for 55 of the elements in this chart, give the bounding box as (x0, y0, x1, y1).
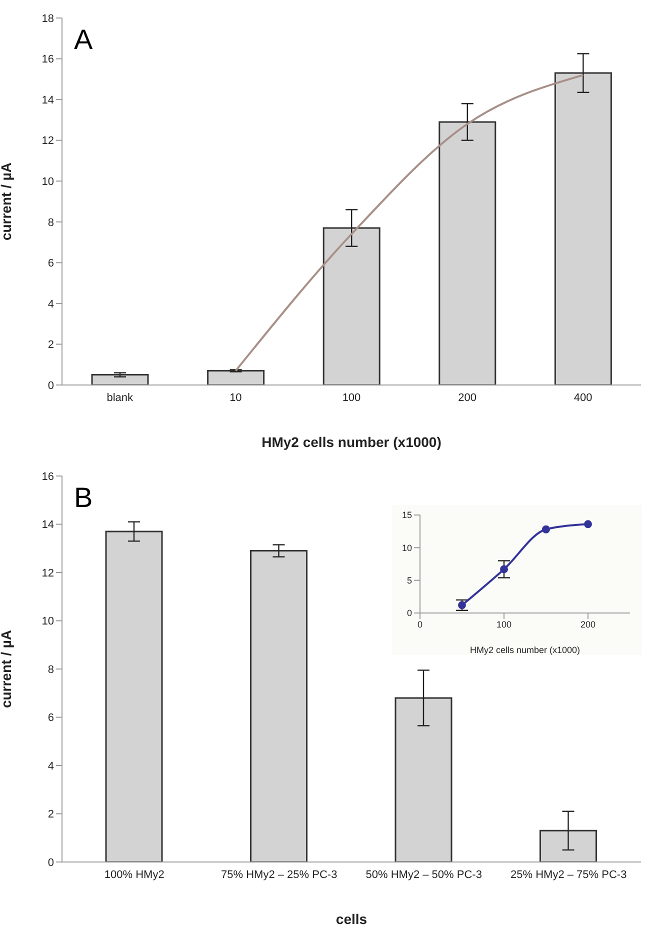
bar (250, 550, 308, 862)
y-tick-label: 6 (48, 258, 54, 270)
y-tick-label: 6 (48, 712, 54, 724)
y-tick-label: 14 (42, 94, 54, 106)
y-tick-label: 8 (48, 664, 54, 676)
bar (540, 830, 597, 862)
x-tick-label: 100% HMy2 (104, 868, 164, 881)
x-tick-label: 25% HMy2 – 75% PC-3 (510, 868, 627, 881)
line-series (234, 74, 584, 372)
y-axis-title: current / µA (0, 630, 14, 708)
bar (105, 530, 163, 862)
y-tick-label: 12 (42, 567, 54, 580)
x-tick-label: 100 (342, 392, 361, 404)
y-tick-label: 2 (48, 808, 54, 821)
point (584, 520, 592, 528)
x-tick-label: 100 (496, 619, 512, 630)
y-tick-label: 10 (402, 542, 412, 553)
x-tick-label: 200 (458, 392, 476, 404)
chart-title: A (74, 24, 93, 56)
x-tick-label: 0 (417, 619, 423, 630)
x-axis-title: HMy2 cells number (x1000) (262, 434, 442, 450)
bar (554, 72, 612, 385)
x-axis-title: cells (336, 911, 368, 927)
x-tick-label: 75% HMy2 – 25% PC-3 (221, 868, 338, 881)
point (500, 565, 508, 574)
x-tick-label: 200 (580, 619, 596, 630)
x-tick-label: blank (106, 392, 134, 404)
y-tick-label: 18 (42, 12, 54, 25)
y-tick-label: 0 (48, 856, 54, 869)
y-tick-label: 14 (42, 519, 54, 532)
y-tick-label: 5 (406, 576, 412, 586)
y-tick-label: 12 (42, 135, 54, 148)
y-tick-label: 16 (42, 54, 54, 66)
y-tick-label: 0 (48, 380, 54, 392)
bar (91, 374, 149, 385)
bar (394, 697, 452, 862)
point (542, 525, 550, 534)
x-tick-label: 400 (574, 392, 592, 404)
bar (438, 121, 496, 385)
x-axis-title: HMy2 cells number (x1000) (470, 645, 580, 655)
y-tick-label: 8 (48, 216, 54, 229)
point (458, 601, 466, 610)
y-tick-label: 0 (406, 608, 412, 618)
y-tick-label: 4 (48, 760, 54, 772)
y-axis-title: current / µA (0, 162, 14, 241)
x-tick-label: 50% HMy2 – 50% PC-3 (366, 868, 482, 881)
x-tick-label: 10 (230, 392, 242, 404)
chart-title: B (74, 482, 93, 514)
y-tick-label: 10 (42, 176, 54, 188)
y-tick-label: 2 (48, 339, 54, 352)
y-tick-label: 15 (402, 510, 412, 520)
bar (207, 370, 265, 385)
y-tick-label: 16 (42, 470, 54, 483)
y-tick-label: 4 (48, 298, 54, 310)
bar (322, 227, 380, 385)
